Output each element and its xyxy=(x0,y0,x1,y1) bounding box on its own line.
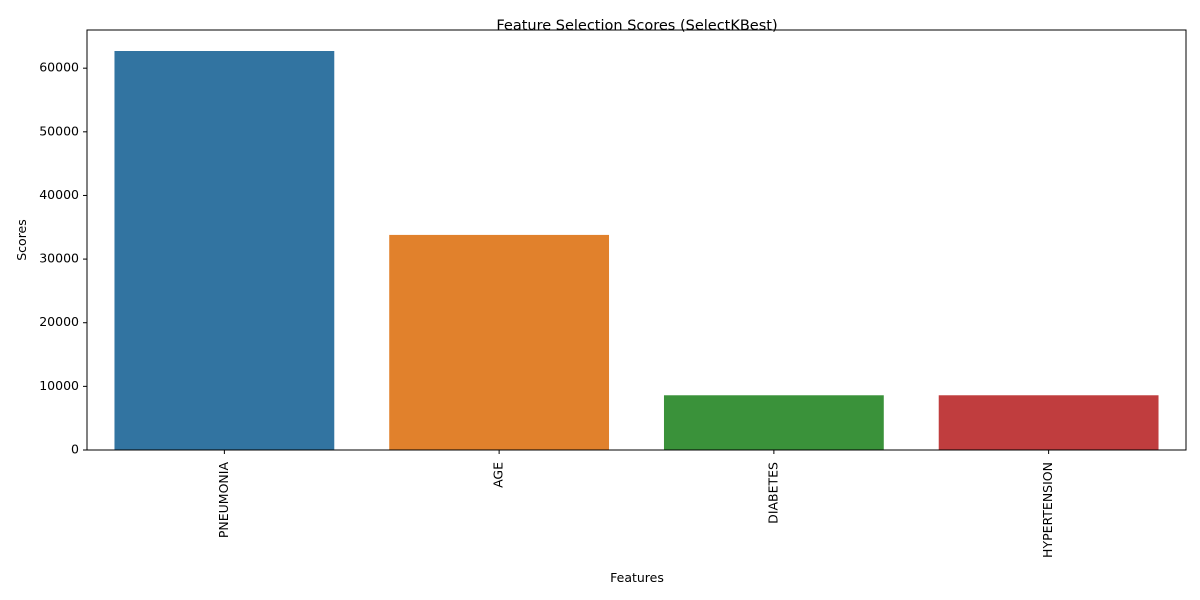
y-axis-ticks: 0 10000 20000 30000 40000 50000 60000 xyxy=(39,60,87,457)
x-axis-label: Features xyxy=(610,570,664,585)
y-tick-label: 40000 xyxy=(39,187,79,202)
y-tick-label: 50000 xyxy=(39,123,79,138)
y-tick-label: 30000 xyxy=(39,251,79,266)
y-tick-label: 20000 xyxy=(39,314,79,329)
y-tick-label: 0 xyxy=(71,442,79,457)
y-tick-label: 10000 xyxy=(39,378,79,393)
bars-group xyxy=(114,51,1159,450)
x-tick-label: AGE xyxy=(491,462,506,488)
bar-diabetes xyxy=(663,395,884,450)
y-tick-label: 60000 xyxy=(39,60,79,75)
chart-title: Feature Selection Scores (SelectKBest) xyxy=(496,18,777,34)
x-axis-ticks: PNEUMONIA AGE DIABETES HYPERTENSION xyxy=(216,450,1055,558)
x-tick-label: PNEUMONIA xyxy=(216,462,231,539)
plot-frame xyxy=(86,29,1187,451)
bar-hypertension xyxy=(938,395,1159,450)
bar-age xyxy=(389,234,610,450)
x-tick-label: DIABETES xyxy=(765,462,780,524)
y-axis-label: Scores xyxy=(14,219,29,261)
x-tick-label: HYPERTENSION xyxy=(1040,462,1055,558)
bar-pneumonia xyxy=(114,51,335,450)
